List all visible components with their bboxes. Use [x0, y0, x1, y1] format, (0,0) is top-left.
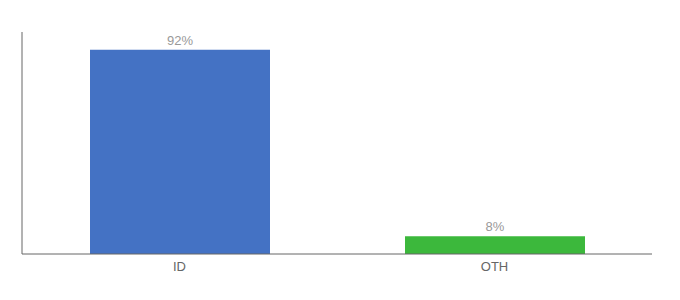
svg-text:ID: ID — [173, 259, 186, 274]
svg-text:92%: 92% — [167, 33, 193, 48]
svg-text:8%: 8% — [486, 219, 505, 234]
svg-text:OTH: OTH — [481, 259, 508, 274]
